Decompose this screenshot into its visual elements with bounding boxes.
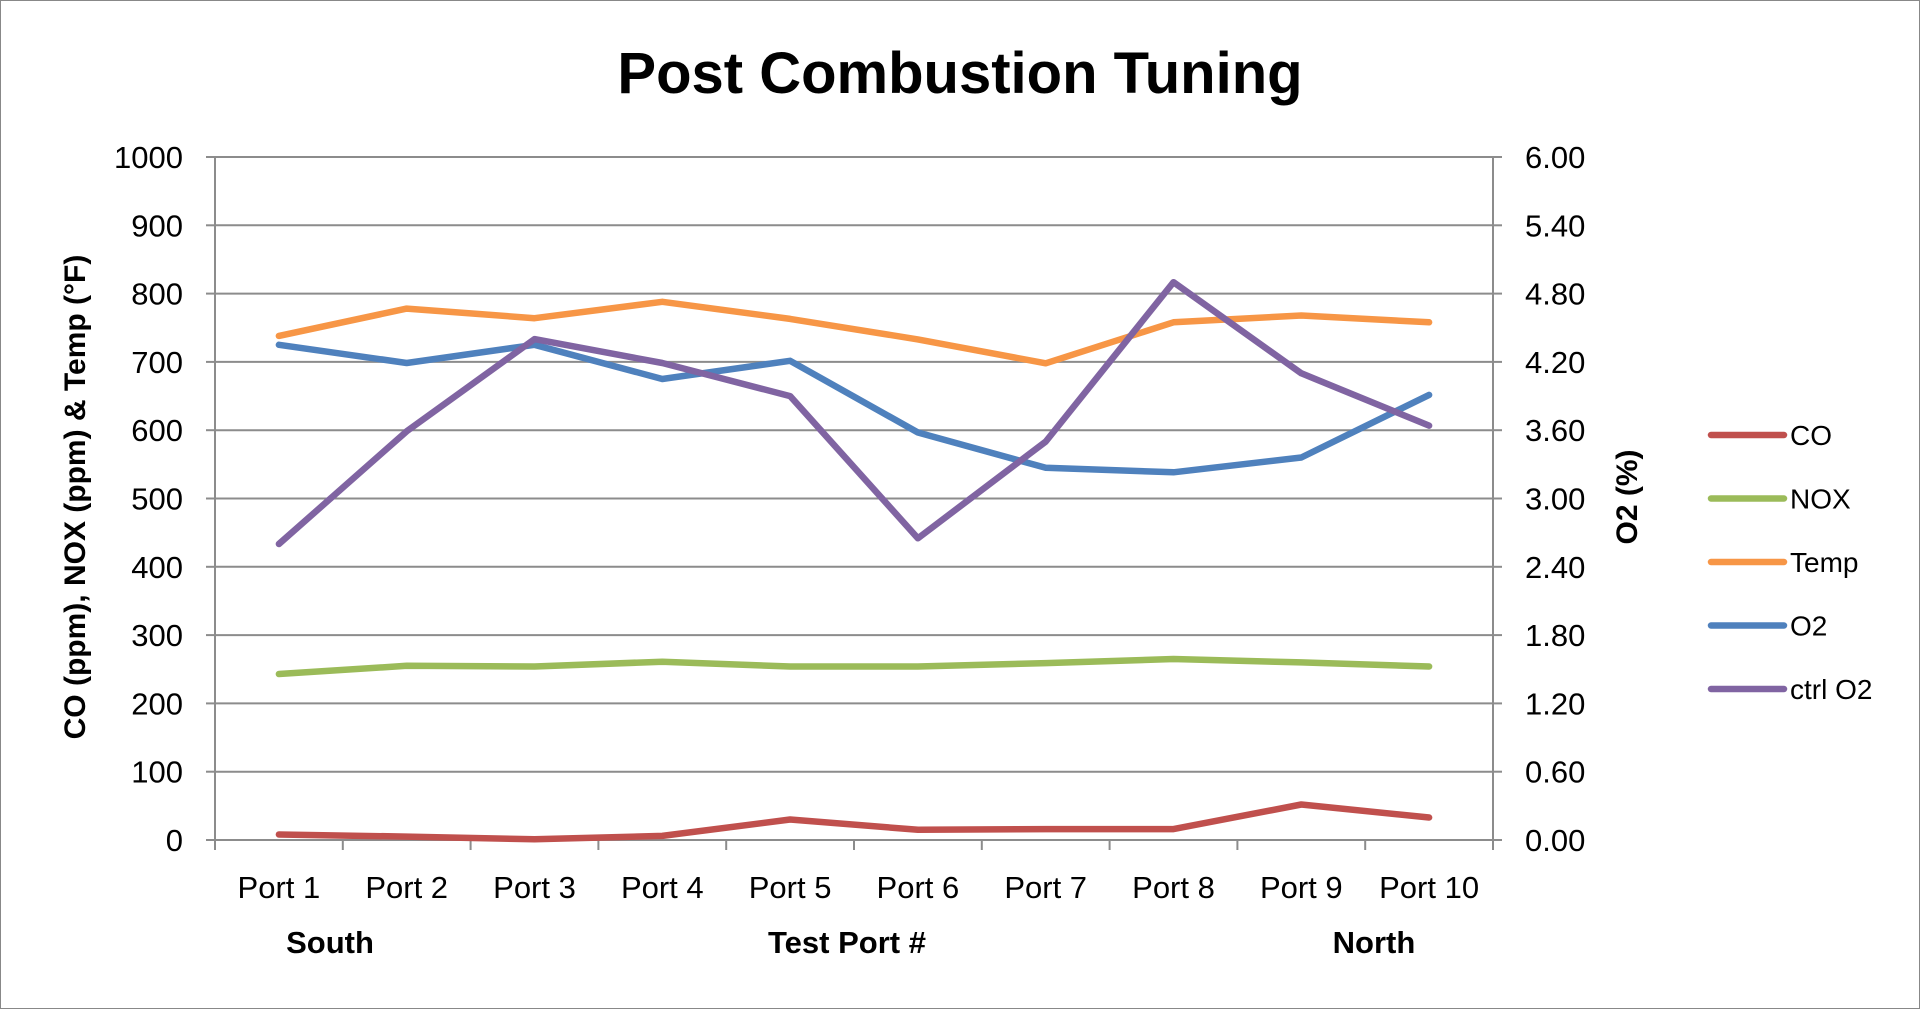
legend-label-temp: Temp [1790, 547, 1858, 578]
series-line-co [275, 801, 1433, 843]
y2-tick-label: 0.60 [1525, 755, 1585, 790]
x-tick-label: Port 6 [877, 870, 960, 905]
x-axis-title: Test Port # [768, 925, 926, 960]
x-tick-label: Port 5 [749, 870, 832, 905]
y-tick-label: 100 [131, 755, 183, 790]
legend-label-co: CO [1790, 420, 1832, 451]
y2-tick-label: 1.20 [1525, 686, 1585, 721]
x-tick-label: Port 2 [365, 870, 448, 905]
legend-label-nox: NOX [1790, 484, 1851, 515]
y-tick-label: 0 [166, 823, 183, 858]
north-label: North [1333, 925, 1416, 960]
series-line-nox [275, 655, 1433, 678]
y2-tick-label: 3.60 [1525, 413, 1585, 448]
y2-tick-label: 6.00 [1525, 140, 1585, 175]
tick-labels: 0 0.00 100 0.60 200 1.20 300 1.80 400 2.40 500 3.00… [114, 140, 1585, 905]
x-tick-label: Port 3 [493, 870, 576, 905]
axes [206, 156, 1502, 850]
y-tick-label: 400 [131, 550, 183, 585]
y2-tick-label: 3.00 [1525, 482, 1585, 517]
legend: CO NOX Temp O2 ctrl O2 [1707, 420, 1872, 705]
x-tick-label: Port 1 [238, 870, 321, 905]
y-tick-label: 600 [131, 413, 183, 448]
y2-tick-label: 2.40 [1525, 550, 1585, 585]
series-lines [275, 278, 1433, 843]
x-tick-label: Port 7 [1004, 870, 1087, 905]
y-tick-label: 500 [131, 482, 183, 517]
chart-text: Post Combustion Tuning CO (ppm), NOX (pp… [59, 41, 1644, 960]
y-tick-label: 200 [131, 686, 183, 721]
x-tick-label: Port 8 [1132, 870, 1215, 905]
y-tick-label: 900 [131, 208, 183, 243]
y-axis-title: CO (ppm), NOX (ppm) & Temp (°F) [59, 255, 92, 740]
series-line-temp [275, 298, 1433, 367]
chart-title: Post Combustion Tuning [617, 41, 1302, 106]
y2-tick-label: 4.20 [1525, 345, 1585, 380]
x-tick-label: Port 10 [1379, 870, 1479, 905]
y-tick-label: 800 [131, 277, 183, 312]
south-label: South [286, 925, 374, 960]
y-tick-label: 300 [131, 618, 183, 653]
legend-label-o2: O2 [1790, 611, 1827, 642]
x-tick-label: Port 4 [621, 870, 704, 905]
y2-tick-label: 1.80 [1525, 618, 1585, 653]
y2-tick-label: 5.40 [1525, 208, 1585, 243]
series-line-o2 [275, 341, 1433, 476]
y2-tick-label: 0.00 [1525, 823, 1585, 858]
y-tick-label: 1000 [114, 140, 183, 175]
x-tick-label: Port 9 [1260, 870, 1343, 905]
series-line-ctrl-o2 [275, 278, 1433, 548]
y2-tick-label: 4.80 [1525, 277, 1585, 312]
y-tick-label: 700 [131, 345, 183, 380]
y2-axis-title: O2 (%) [1611, 449, 1644, 544]
legend-label-ctrl-o2: ctrl O2 [1790, 674, 1872, 705]
